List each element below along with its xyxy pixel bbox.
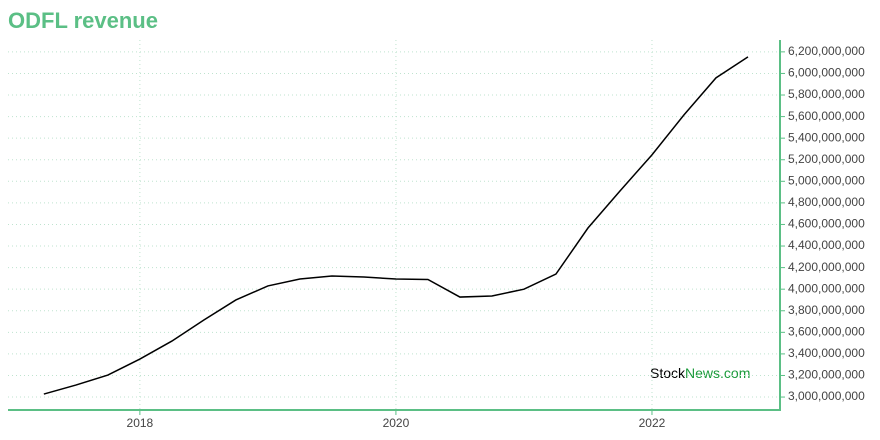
watermark-part: News.com: [685, 365, 750, 381]
y-tick-label: 5,200,000,000: [788, 152, 865, 166]
line-series: [43, 56, 749, 395]
y-tick-label: 4,800,000,000: [788, 195, 865, 209]
x-tick-label: 2020: [383, 416, 410, 430]
y-tick-label: 5,400,000,000: [788, 130, 865, 144]
y-tick-label: 6,200,000,000: [788, 44, 865, 58]
y-tick-label: 3,400,000,000: [788, 346, 865, 360]
y-tick-label: 5,600,000,000: [788, 109, 865, 123]
y-tick-label: 5,000,000,000: [788, 173, 865, 187]
y-tick-label: 3,200,000,000: [788, 368, 865, 382]
y-tick-label: 4,400,000,000: [788, 238, 865, 252]
y-tick-label: 4,000,000,000: [788, 281, 865, 295]
y-tick-label: 3,800,000,000: [788, 303, 865, 317]
y-tick-label: 4,200,000,000: [788, 260, 865, 274]
y-tick-label: 5,800,000,000: [788, 87, 865, 101]
x-tick-label: 2018: [127, 416, 154, 430]
watermark: StockNews.com: [650, 365, 750, 381]
y-tick-label: 4,600,000,000: [788, 217, 865, 231]
x-tick-label: 2022: [639, 416, 666, 430]
y-tick-label: 3,600,000,000: [788, 325, 865, 339]
chart-title: ODFL revenue: [8, 8, 158, 33]
y-tick-label: 3,000,000,000: [788, 389, 865, 403]
y-tick-label: 6,000,000,000: [788, 66, 865, 80]
watermark-part: Stock: [650, 365, 686, 381]
